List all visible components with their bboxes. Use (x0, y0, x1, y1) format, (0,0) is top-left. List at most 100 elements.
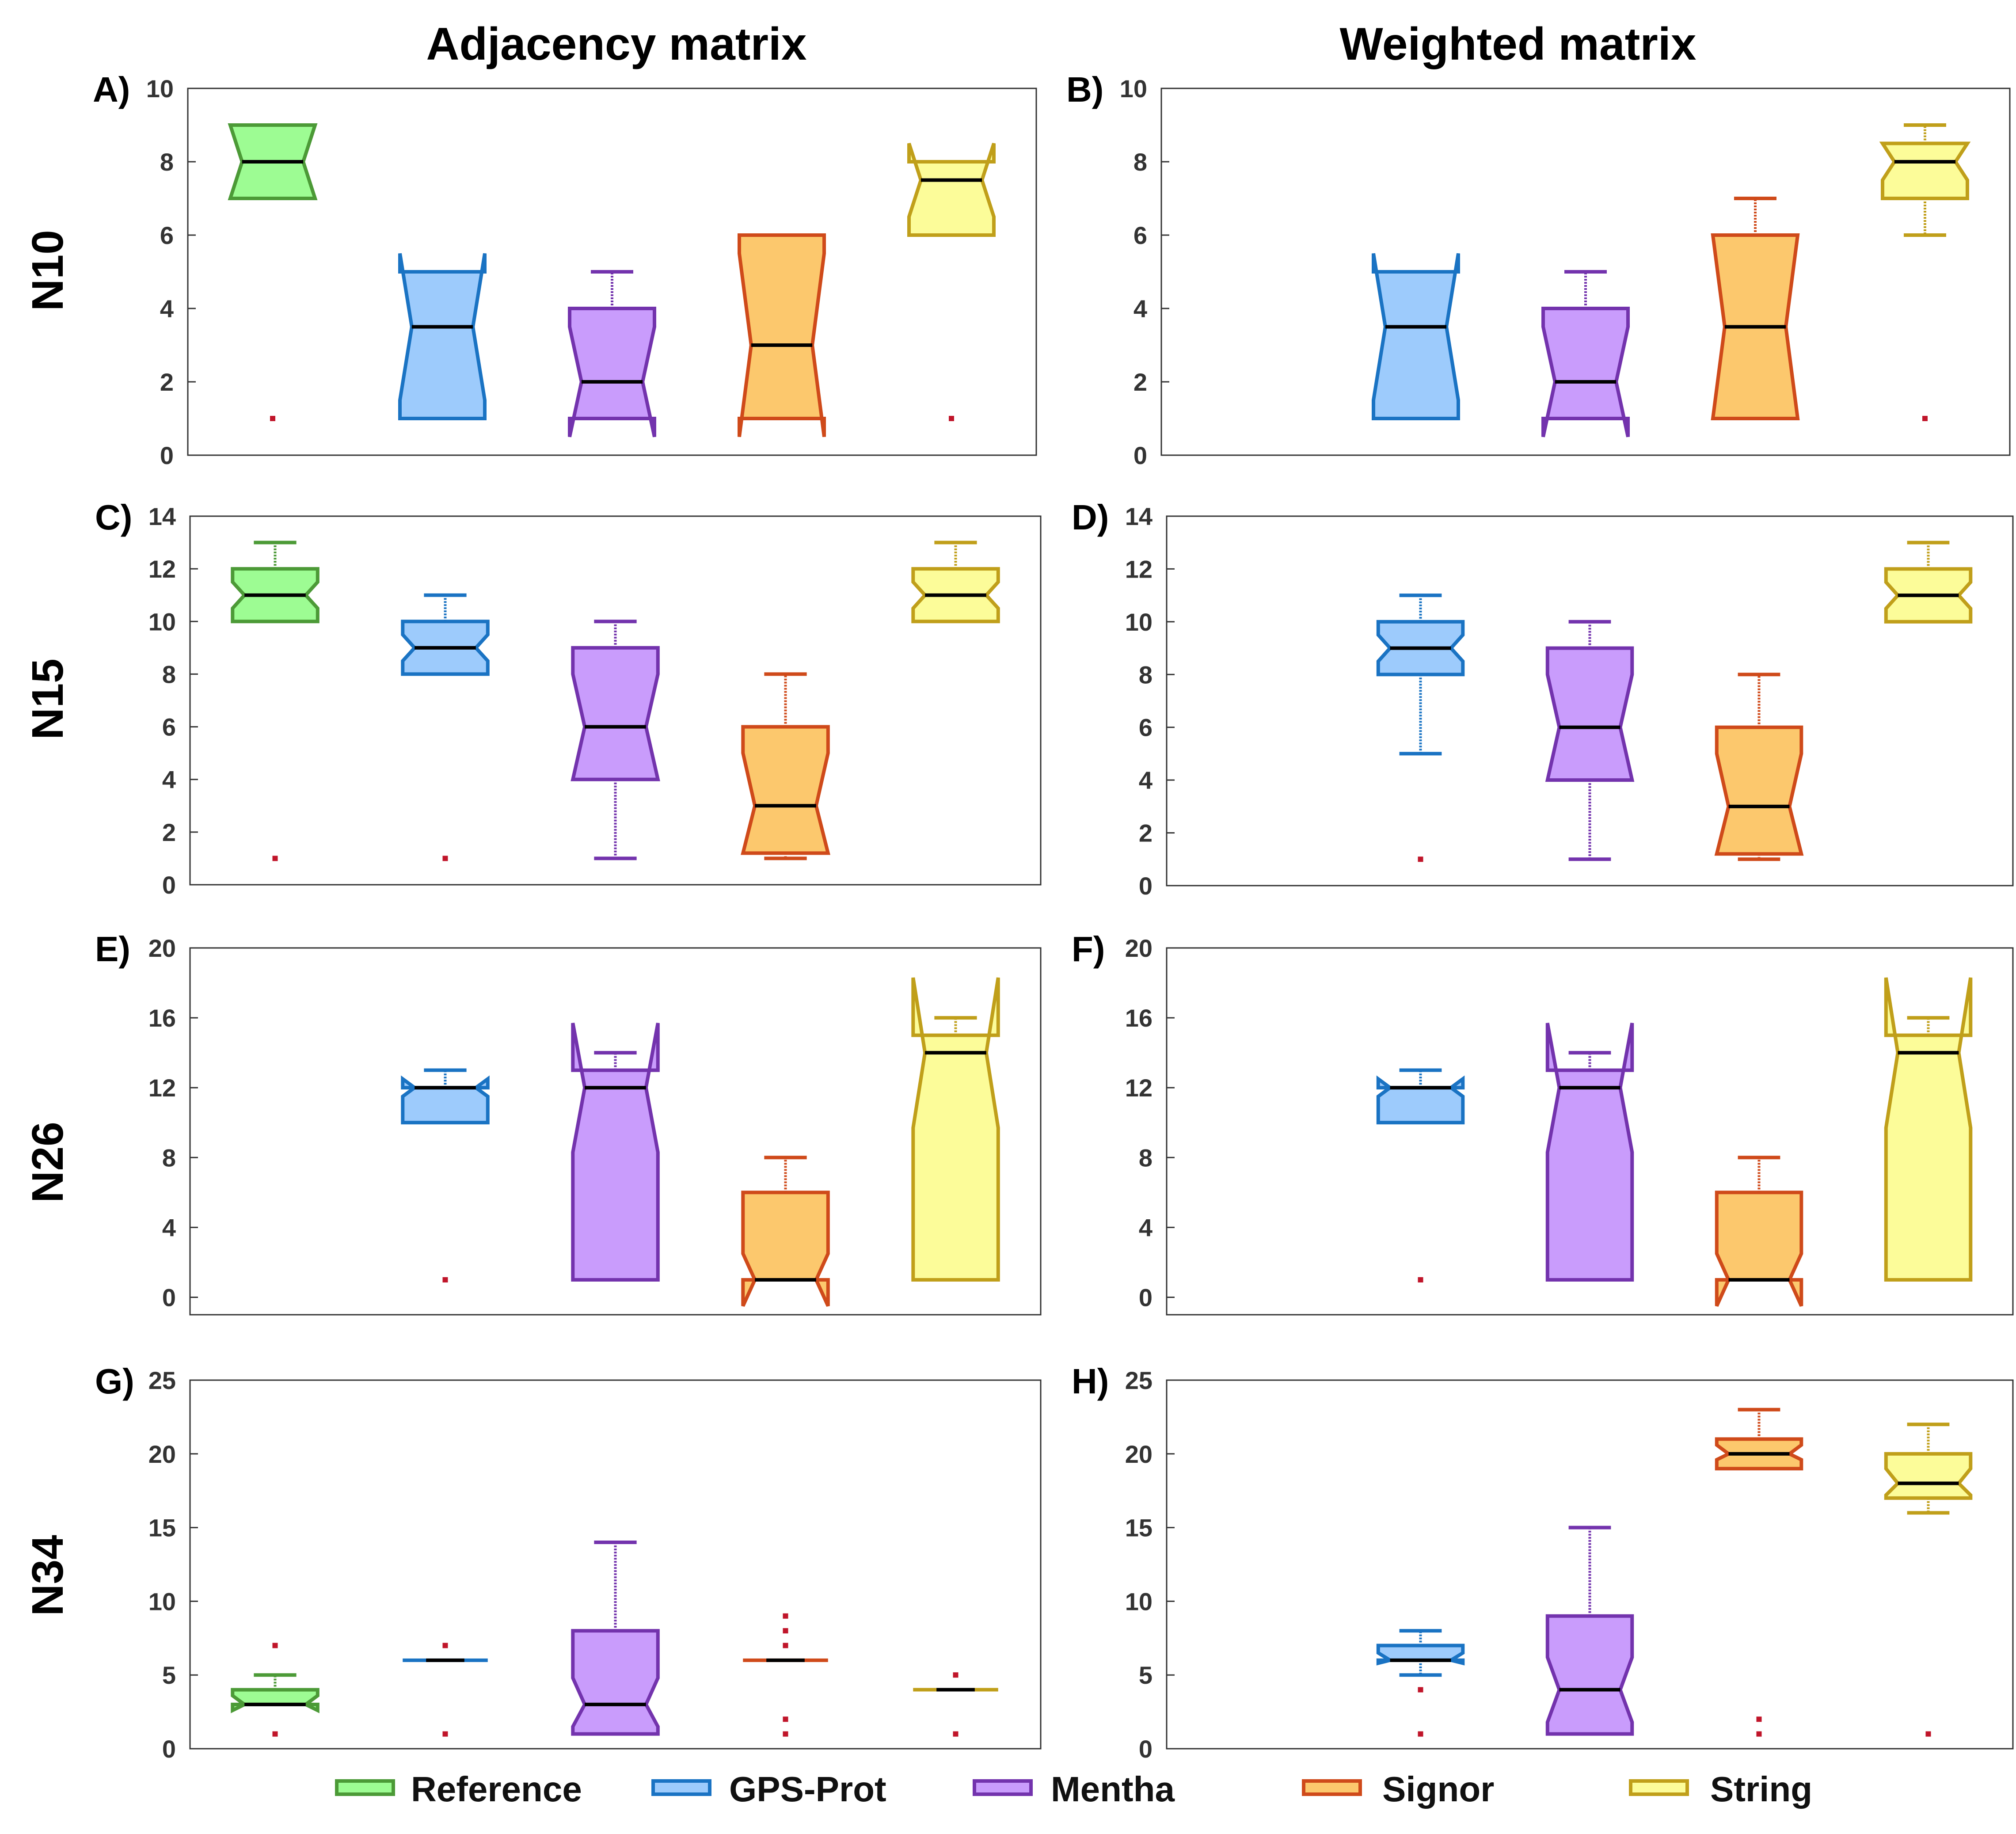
y-tick-label: 0 (162, 871, 176, 899)
y-tick-label: 10 (1125, 1587, 1153, 1615)
box-reference (231, 540, 320, 861)
box-mentha (1541, 270, 1630, 438)
y-tick-label: 4 (1139, 1214, 1153, 1241)
y-tick-label: 4 (162, 1214, 176, 1241)
row-label-n10: N10 (23, 230, 72, 311)
box-string (911, 540, 1000, 624)
legend-label-reference: Reference (411, 1769, 582, 1809)
y-tick-label: 10 (146, 75, 174, 103)
box-signor (743, 1613, 828, 1737)
legend-label-mentha: Mentha (1051, 1769, 1175, 1809)
notched-box (1376, 1075, 1465, 1125)
panel-label: F) (1072, 929, 1105, 969)
legend-swatch-mentha (973, 1779, 1033, 1796)
y-tick-label: 20 (1125, 1440, 1153, 1468)
y-tick-label: 20 (148, 1440, 176, 1468)
notched-box (1372, 253, 1460, 420)
panel-d: D) 0 2 4 6 8 10 12 14 (1072, 498, 2014, 900)
y-tick-label: 6 (162, 713, 176, 741)
box-signor (1714, 673, 1804, 861)
outlier-point (1756, 1731, 1762, 1737)
panel-g: G) 0 5 10 15 20 25 (95, 1362, 1042, 1763)
outlier-point (783, 1628, 788, 1634)
y-tick-label: 8 (162, 1144, 176, 1172)
box-string (1879, 123, 1971, 421)
row-label-n34: N34 (23, 1535, 72, 1616)
panel-label: A) (93, 70, 130, 109)
panel-label: C) (95, 498, 132, 537)
outlier-point (953, 1731, 959, 1737)
y-tick-label: 12 (1125, 1074, 1153, 1102)
notched-box (1545, 1023, 1634, 1282)
outlier-point (1756, 1716, 1762, 1722)
notched-box (1715, 1191, 1803, 1307)
plot-frame (1166, 1379, 2014, 1750)
y-tick-label: 2 (1139, 819, 1153, 847)
outlier-point (272, 1643, 278, 1648)
y-tick-label: 0 (1134, 441, 1147, 469)
legend-label-string: String (1710, 1769, 1812, 1809)
notched-box (741, 725, 830, 855)
row-label-n15: N15 (23, 658, 72, 739)
outlier-point (1925, 1731, 1931, 1737)
outlier-point (783, 1643, 788, 1648)
column-title-adjacency: Adjacency matrix (426, 19, 806, 70)
legend-swatch-string (1629, 1779, 1689, 1796)
panel-a: A) 0 2 4 6 8 10 (93, 70, 1037, 469)
notched-box (1714, 725, 1804, 856)
panel-label: G) (95, 1362, 134, 1401)
y-tick-label: 8 (1139, 661, 1153, 689)
y-tick-label: 2 (160, 368, 174, 396)
y-tick-label: 20 (148, 934, 176, 962)
panel-label: E) (95, 929, 130, 969)
outlier-point (272, 1731, 278, 1737)
y-tick-label: 0 (162, 1283, 176, 1311)
notched-box (1884, 977, 1973, 1282)
legend-label-signor: Signor (1382, 1769, 1494, 1809)
outlier-point (442, 1731, 448, 1737)
notched-box (231, 1688, 320, 1713)
outlier-point (442, 856, 448, 861)
box-mentha (571, 1540, 660, 1736)
box-reference (228, 123, 318, 421)
box-signor (1711, 197, 1800, 420)
y-tick-label: 0 (1139, 1283, 1153, 1311)
box-gps-prot (1376, 1068, 1465, 1282)
y-tick-label: 8 (1139, 1144, 1153, 1172)
y-tick-label: 16 (148, 1004, 176, 1032)
notched-box (1879, 141, 1971, 200)
outlier-point (272, 856, 278, 861)
plot-frame (187, 88, 1037, 456)
box-signor (1715, 1408, 1803, 1737)
box-gps-prot (403, 1643, 488, 1737)
outlier-point (442, 1643, 448, 1648)
legend-swatch-reference (335, 1779, 395, 1796)
notched-box (1545, 646, 1635, 782)
legend-item-mentha: Mentha (973, 1769, 1175, 1809)
y-tick-label: 10 (1125, 608, 1153, 636)
box-gps-prot (1376, 1629, 1465, 1737)
panel-label: D) (1072, 498, 1109, 537)
plot-frame (1166, 947, 2014, 1316)
notched-box (741, 1191, 830, 1307)
plot-frame (1160, 88, 2011, 456)
panels: A) 0 2 4 6 8 10 B) 0 2 4 6 8 10 C) 0 2 4 6 8 10 12 14 D) 0 2 4 6 8 10… (93, 70, 2014, 1763)
outlier-point (270, 416, 275, 421)
outlier-point (1922, 416, 1928, 421)
legend-swatch-signor (1302, 1779, 1362, 1796)
box-mentha (1545, 1023, 1634, 1282)
outlier-point (442, 1277, 448, 1282)
legend: Reference GPS-Prot Mentha Signor String (335, 1769, 1812, 1809)
row-label-n26: N26 (23, 1122, 72, 1202)
box-signor (741, 672, 830, 860)
box-reference (231, 1643, 320, 1737)
y-tick-label: 0 (162, 1735, 176, 1763)
y-tick-label: 12 (148, 555, 176, 583)
box-signor (1715, 1156, 1803, 1307)
y-tick-label: 2 (1134, 368, 1147, 396)
plot-frame (189, 1379, 1042, 1750)
notched-box (738, 233, 826, 438)
legend-item-reference: Reference (335, 1769, 582, 1809)
y-tick-label: 8 (1134, 148, 1147, 176)
notched-box (401, 1075, 490, 1125)
